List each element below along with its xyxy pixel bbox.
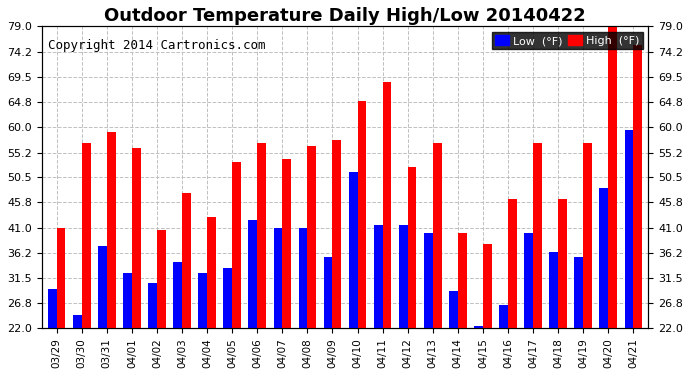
Bar (324, 257, 333, 375)
Bar (608, 24, 617, 375)
Title: Outdoor Temperature Daily High/Low 20140422: Outdoor Temperature Daily High/Low 20140… (104, 7, 586, 25)
Bar (248, 220, 257, 375)
Bar (524, 233, 533, 375)
Bar (483, 244, 492, 375)
Bar (357, 100, 366, 375)
Bar (148, 284, 157, 375)
Bar (333, 140, 342, 375)
Bar (424, 233, 433, 375)
Bar (457, 233, 466, 375)
Bar (374, 225, 382, 375)
Legend: Low  (°F), High  (°F): Low (°F), High (°F) (492, 32, 643, 50)
Bar (508, 199, 517, 375)
Bar (633, 45, 642, 375)
Bar (382, 82, 391, 375)
Bar (408, 167, 417, 375)
Bar (399, 225, 408, 375)
Bar (107, 132, 116, 375)
Bar (207, 217, 216, 375)
Bar (282, 159, 291, 375)
Bar (449, 291, 457, 375)
Bar (132, 148, 141, 375)
Bar (533, 143, 542, 375)
Bar (474, 326, 483, 375)
Bar (624, 130, 633, 375)
Bar (499, 304, 508, 375)
Bar (549, 252, 558, 375)
Bar (558, 199, 567, 375)
Bar (123, 273, 132, 375)
Bar (233, 162, 241, 375)
Bar (348, 172, 357, 375)
Text: Copyright 2014 Cartronics.com: Copyright 2014 Cartronics.com (48, 39, 265, 52)
Bar (98, 246, 107, 375)
Bar (273, 228, 282, 375)
Bar (73, 315, 82, 375)
Bar (600, 188, 608, 375)
Bar (173, 262, 182, 375)
Bar (574, 257, 583, 375)
Bar (299, 228, 308, 375)
Bar (224, 267, 233, 375)
Bar (257, 143, 266, 375)
Bar (433, 143, 442, 375)
Bar (57, 228, 66, 375)
Bar (157, 231, 166, 375)
Bar (583, 143, 592, 375)
Bar (198, 273, 207, 375)
Bar (48, 289, 57, 375)
Bar (82, 143, 90, 375)
Bar (308, 146, 316, 375)
Bar (182, 194, 191, 375)
